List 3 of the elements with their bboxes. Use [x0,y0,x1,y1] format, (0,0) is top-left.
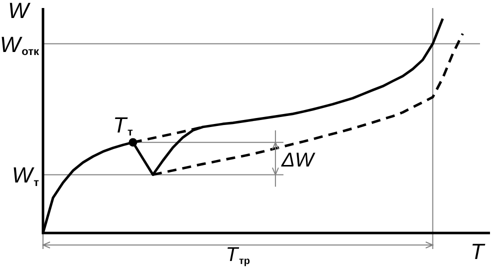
y-axis-title: W [8,0,31,23]
x-axis-title: T [470,239,486,264]
annotation: ΔW [280,150,316,172]
